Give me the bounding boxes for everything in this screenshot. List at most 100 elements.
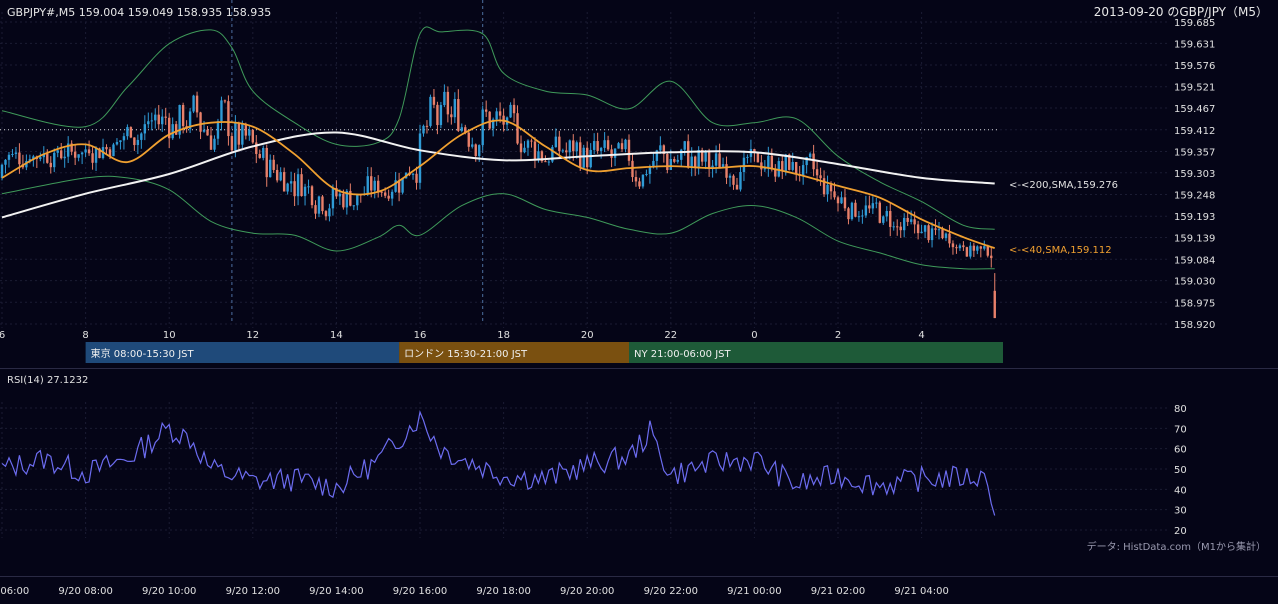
bear-candle [272, 154, 275, 174]
bull-candle [32, 154, 35, 167]
candle-body [387, 195, 390, 199]
candle-body [66, 143, 70, 157]
bull-candle [885, 206, 888, 222]
rsi-axis: 80 70 60 50 40 30 20 [1174, 404, 1187, 537]
bull-candle [115, 138, 119, 146]
candle-body [652, 160, 655, 168]
candle-body [255, 142, 258, 154]
candle-body [544, 161, 547, 163]
moving-averages[interactable] [1, 119, 995, 250]
session-block [85, 342, 400, 363]
bollinger-bands[interactable] [1, 26, 995, 270]
candle-body [753, 149, 756, 153]
bull-candle [262, 145, 265, 161]
bear-candle [627, 134, 631, 166]
candle-body [195, 95, 199, 113]
candle-body [662, 145, 666, 155]
bull-candle [188, 108, 192, 133]
price-axis: 159.685 159.631 159.576 159.521 159.467 159.4… [1174, 18, 1215, 331]
price-tick-label: 159.467 [1174, 104, 1215, 115]
time-tick-label: 18 [497, 330, 510, 341]
bull-candle [739, 165, 742, 192]
candle-body [763, 167, 767, 170]
time-tick-label: 8 [82, 330, 88, 341]
candle-body [457, 99, 460, 131]
candle-body [920, 231, 923, 234]
bull-candle [331, 184, 335, 216]
bear-candle [516, 105, 519, 145]
candle-body [147, 121, 150, 125]
candle-body [777, 161, 780, 177]
candle-body [923, 225, 927, 232]
bear-candle [282, 167, 286, 192]
bull-candle [641, 174, 645, 189]
candle-body [882, 216, 885, 223]
bull-candle [220, 96, 223, 131]
bull-candle [453, 92, 457, 124]
candle-body [906, 217, 909, 222]
bear-candle [105, 144, 108, 155]
candle-body [979, 246, 983, 249]
candle-body [25, 161, 28, 168]
candle-body [63, 156, 66, 159]
candle-body [380, 191, 383, 193]
bull-candle [617, 141, 620, 149]
bull-candle [937, 221, 941, 240]
bull-candle [746, 154, 749, 164]
candle-body [885, 211, 888, 217]
bear-candle [579, 136, 582, 172]
candle-body [624, 139, 627, 150]
bull-candle [882, 215, 885, 225]
bear-candle [899, 222, 902, 238]
candle-body [774, 169, 777, 177]
candle-body [122, 136, 126, 141]
candle-body [986, 246, 989, 256]
bull-candle [850, 201, 854, 221]
bear-candle [620, 138, 624, 153]
candle-body [854, 202, 857, 217]
candle-body [401, 178, 404, 193]
bull-candle [80, 151, 84, 165]
bull-candle [645, 169, 648, 177]
bear-candle [972, 242, 976, 258]
bear-candle [310, 185, 314, 209]
bear-candle [979, 245, 983, 258]
bull-candle [171, 117, 174, 140]
bull-candle [648, 164, 652, 184]
bear-candle [962, 241, 965, 251]
candle-body [258, 153, 261, 158]
chart-title: 2013-09-20 のGBP/JPY（M5） [1094, 5, 1268, 19]
time-tick-label: 4 [918, 330, 924, 341]
candle-body [993, 290, 996, 319]
candle-body [474, 144, 477, 156]
candle-body [739, 172, 742, 190]
rsi-line[interactable] [1, 410, 996, 516]
price-tick-label: 159.303 [1174, 169, 1215, 180]
bear-candle [321, 195, 324, 215]
bollinger_upper-line [1, 26, 995, 230]
bear-candle [265, 144, 268, 187]
session-bar: 東京 08:00-15:30 JST ロンドン 15:30-21:00 JST NY… [85, 342, 1003, 363]
candle-body [164, 116, 167, 118]
candle-body [314, 205, 317, 214]
bull-candle [958, 243, 962, 251]
bear-candle [965, 246, 969, 257]
candle-body [460, 127, 463, 131]
bear-candle [467, 129, 470, 152]
bull-candle [801, 160, 805, 185]
bull-candle [902, 213, 906, 238]
bear-candle [195, 91, 199, 118]
candle-body [641, 174, 645, 187]
bull-candle [481, 105, 484, 151]
candle-body [843, 197, 847, 209]
candle-body [634, 177, 638, 182]
candle-body [56, 150, 59, 153]
bear-candle [488, 111, 491, 130]
bear-candle [49, 156, 52, 174]
bear-candle [638, 177, 641, 190]
candle-body [509, 104, 512, 118]
candle-body [394, 180, 397, 192]
bear-candle [815, 161, 819, 182]
bull-candle [864, 195, 868, 218]
candle-body [899, 226, 902, 231]
